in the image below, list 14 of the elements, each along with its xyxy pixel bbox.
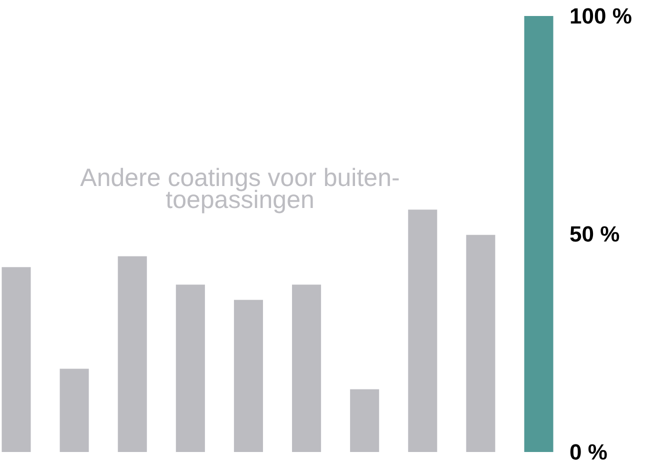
y-tick-label: 0 % — [570, 440, 608, 464]
bar — [176, 284, 205, 452]
bar — [292, 284, 322, 452]
bar — [350, 389, 380, 452]
bar — [60, 368, 89, 452]
bar — [234, 300, 263, 452]
bar — [118, 256, 147, 452]
bar — [466, 234, 496, 452]
bar — [2, 267, 31, 452]
y-tick-label: 100 % — [570, 4, 632, 28]
bar — [524, 16, 554, 452]
annotation: Andere coatings voor buiten- toepassingen — [80, 164, 400, 214]
y-tick-label: 50 % — [570, 222, 620, 246]
bar — [408, 210, 438, 452]
